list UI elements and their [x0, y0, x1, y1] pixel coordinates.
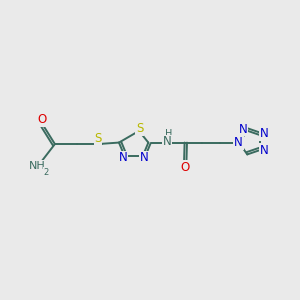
Text: O: O — [37, 113, 46, 126]
Text: O: O — [180, 161, 189, 174]
Text: 2: 2 — [43, 168, 49, 177]
Text: N: N — [234, 136, 243, 149]
Text: N: N — [119, 152, 128, 164]
Text: N: N — [260, 127, 269, 140]
Text: NH: NH — [29, 161, 46, 171]
Text: H: H — [165, 129, 172, 139]
Text: S: S — [136, 122, 143, 135]
Text: N: N — [239, 123, 248, 136]
Text: N: N — [162, 136, 171, 148]
Text: S: S — [94, 132, 102, 145]
Text: N: N — [140, 152, 148, 164]
Text: N: N — [260, 144, 269, 157]
